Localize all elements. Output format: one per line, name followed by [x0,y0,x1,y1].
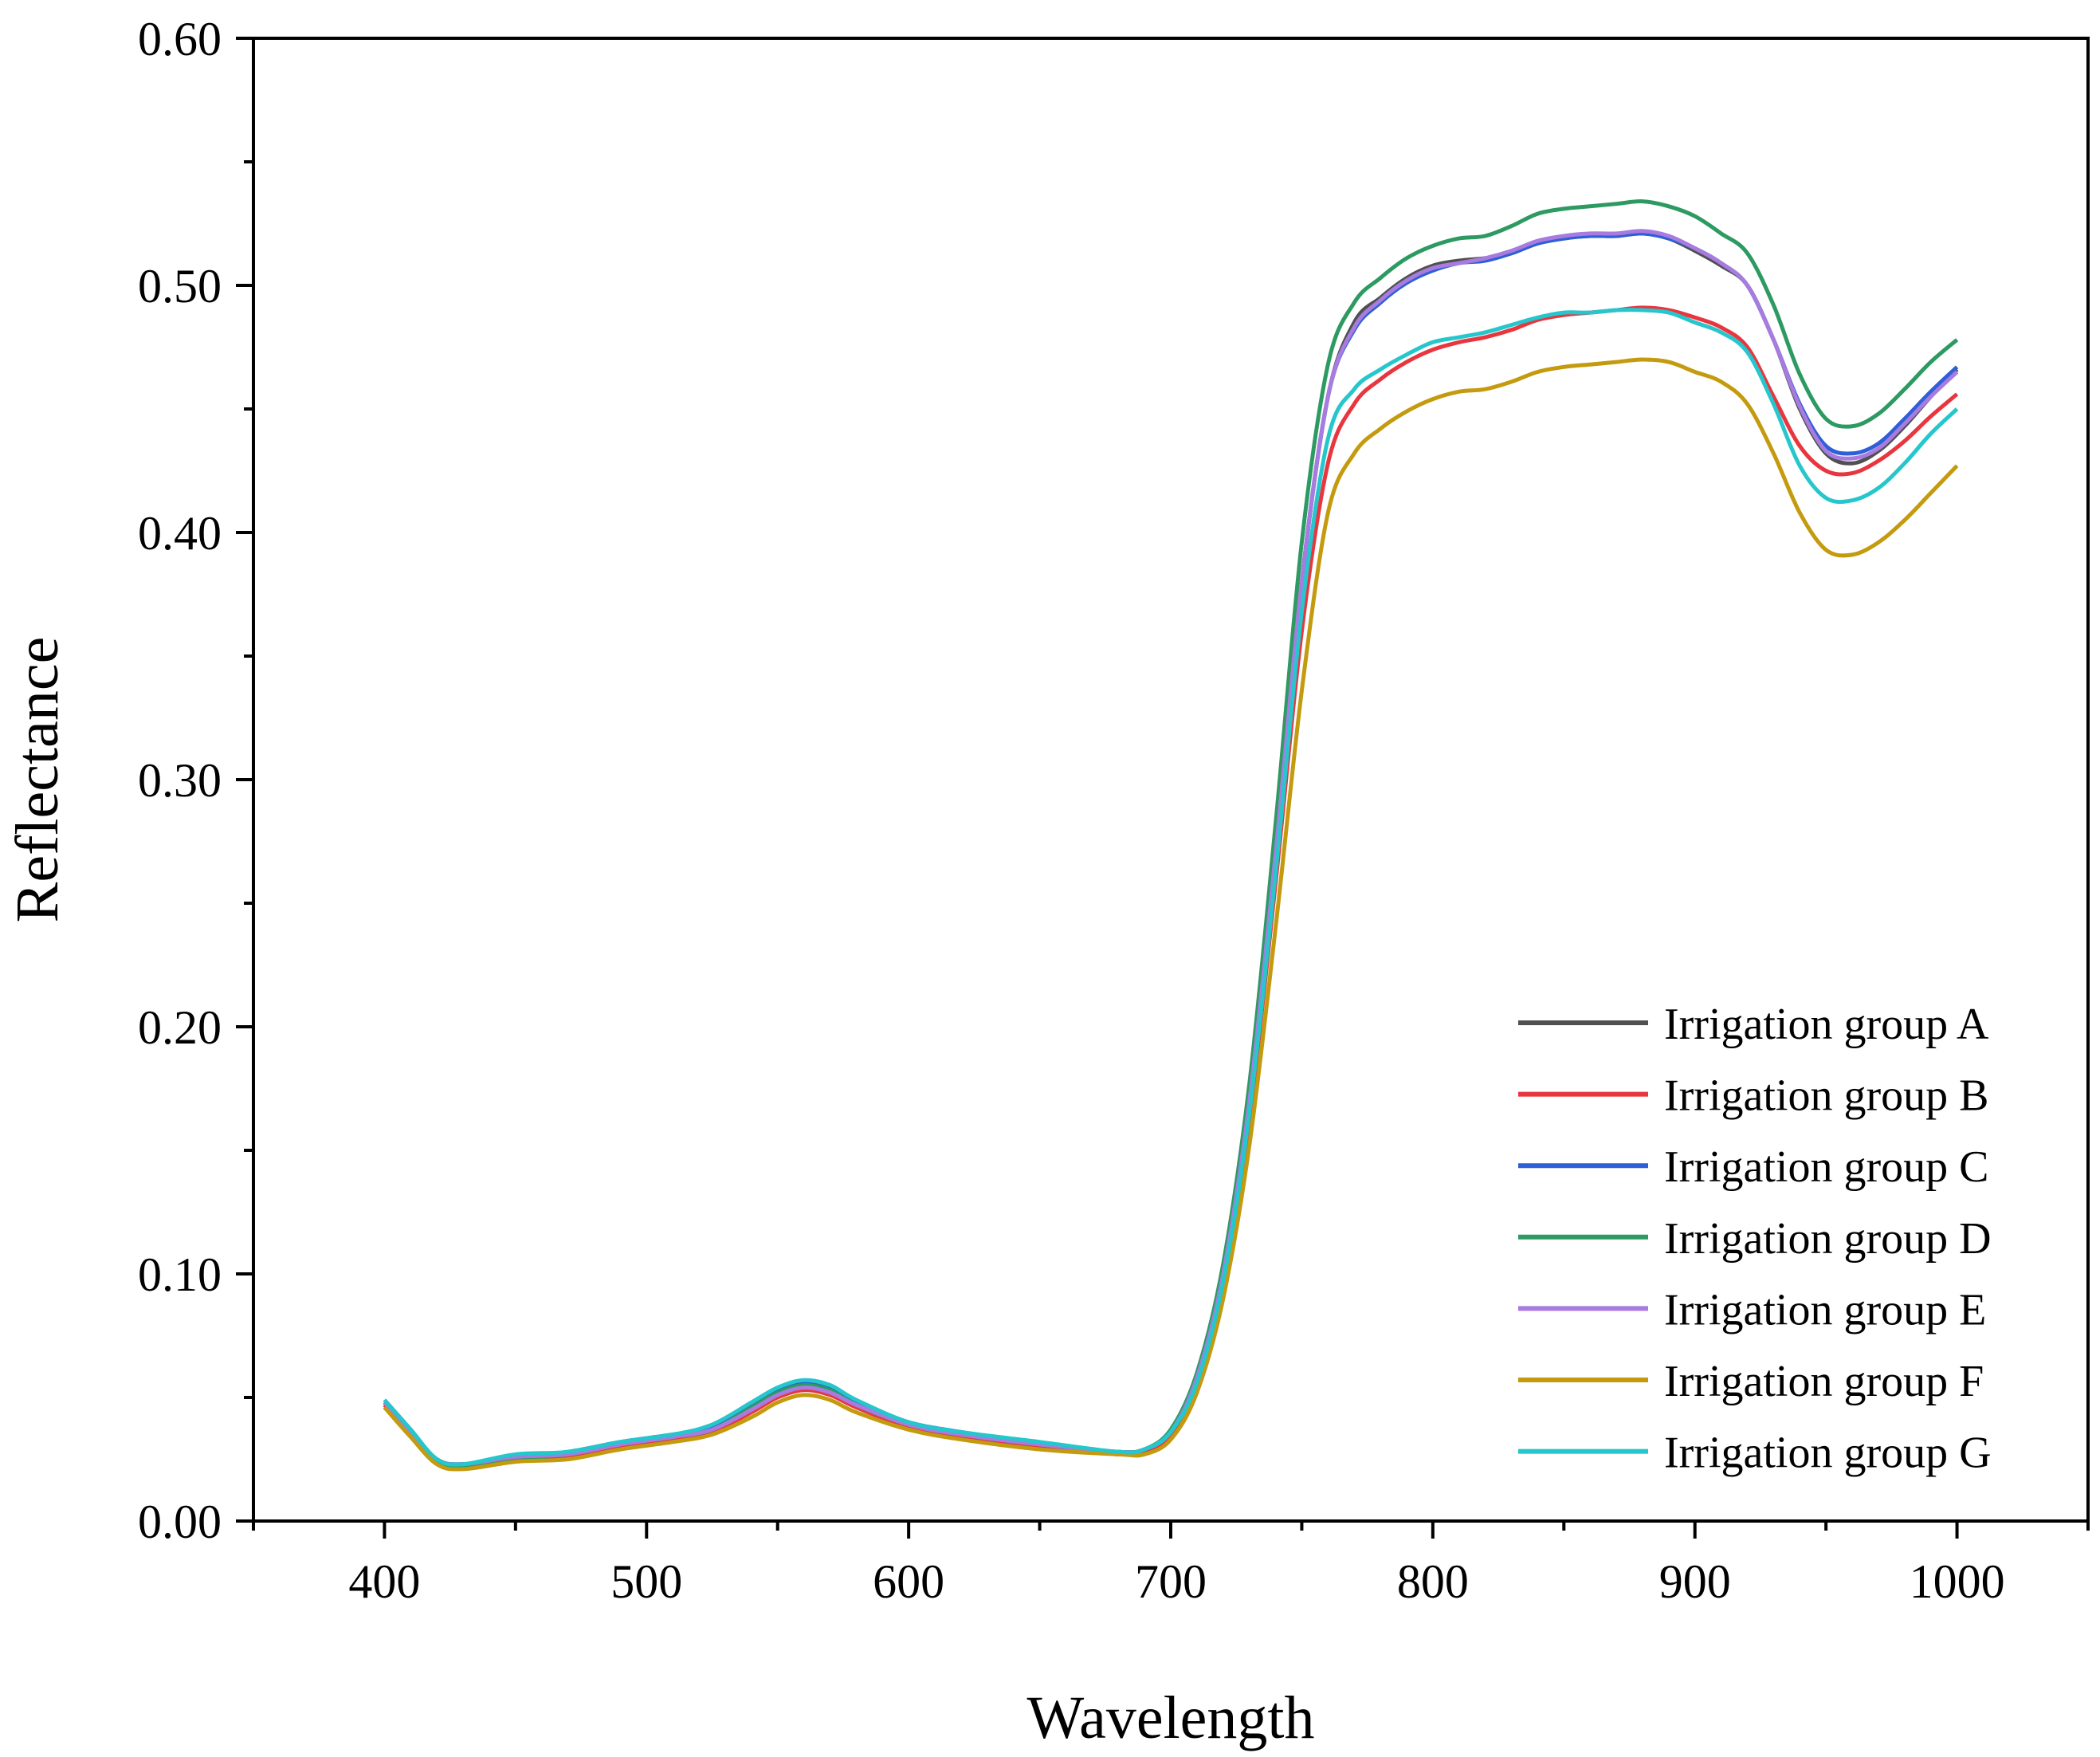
y-axis: 0.00 0.10 0.20 0.30 0.40 0.50 0.60 [138,13,253,1548]
series-line-irrigation-group-e [383,229,1959,1467]
legend-label-irrigation-group-f: Irrigation group F [1664,1357,1984,1406]
y-tick-label: 0.60 [138,13,222,65]
y-tick-label: 0.50 [138,260,222,312]
x-tick-label: 900 [1659,1555,1731,1608]
legend-label-irrigation-group-b: Irrigation group B [1664,1071,1988,1121]
y-axis-title: Reflectance [4,637,71,923]
x-tick-label: 700 [1135,1555,1207,1608]
series-line-irrigation-group-d [383,199,1959,1469]
x-axis-title: Wavelength [1026,1684,1314,1751]
series-line-irrigation-group-f [383,357,1959,1472]
y-tick-label: 0.30 [138,754,222,807]
series-line-irrigation-group-a [383,231,1959,1467]
x-tick-label: 800 [1397,1555,1469,1608]
y-tick-label: 0.20 [138,1001,222,1054]
y-tick-label: 0.10 [138,1248,222,1301]
y-tick-label: 0.40 [138,507,222,560]
x-axis: 400 500 600 700 800 900 1000 [252,1521,2090,1608]
x-tick-label: 1000 [1910,1555,2005,1608]
series-line-irrigation-group-c [383,231,1959,1467]
legend-label-irrigation-group-g: Irrigation group G [1664,1429,1992,1478]
y-tick-label: 0.00 [138,1496,222,1548]
legend-label-irrigation-group-a: Irrigation group A [1664,1000,1989,1049]
legend: Irrigation group A Irrigation group B Irri… [1518,1000,1992,1478]
series-line-irrigation-group-g [383,308,1959,1467]
x-tick-label: 500 [610,1555,682,1608]
legend-label-irrigation-group-d: Irrigation group D [1664,1214,1992,1264]
legend-label-irrigation-group-c: Irrigation group C [1664,1142,1988,1192]
x-tick-label: 600 [873,1555,944,1608]
legend-label-irrigation-group-e: Irrigation group E [1664,1285,1986,1334]
x-tick-label: 400 [348,1555,420,1608]
